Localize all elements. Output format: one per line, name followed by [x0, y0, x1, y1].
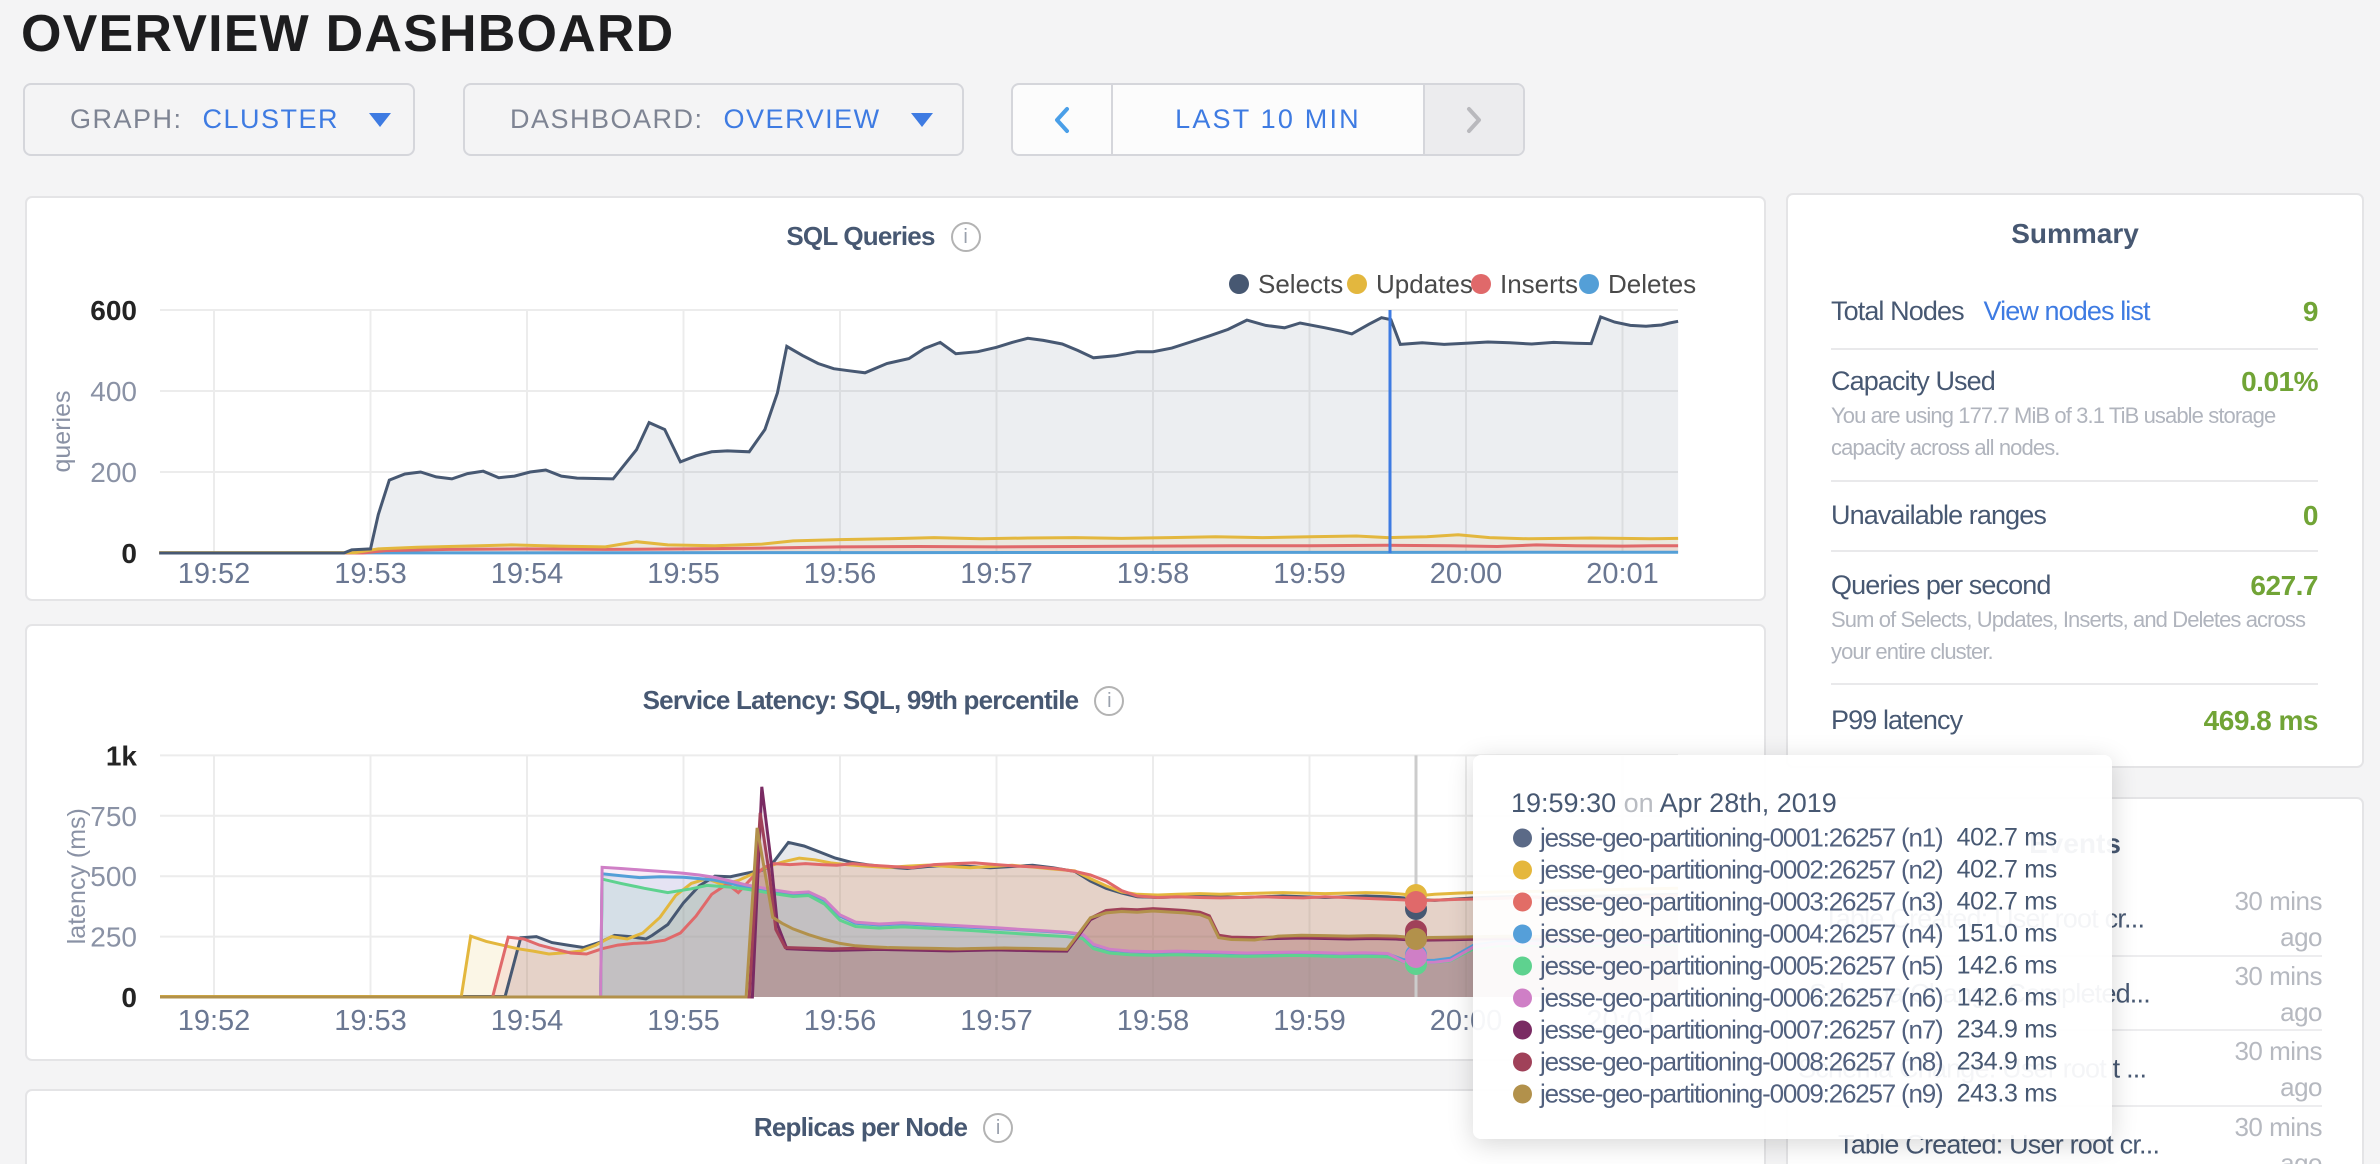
svg-text:19:54: 19:54	[491, 1005, 564, 1037]
svg-text:Inserts: Inserts	[1500, 269, 1578, 299]
svg-text:19:52: 19:52	[178, 558, 251, 590]
svg-text:400: 400	[90, 376, 137, 407]
svg-text:500: 500	[90, 861, 137, 892]
svg-text:19:53: 19:53	[334, 558, 407, 590]
svg-text:queries: queries	[48, 391, 76, 473]
svg-text:20:01: 20:01	[1586, 558, 1659, 590]
svg-text:latency (ms): latency (ms)	[63, 808, 91, 944]
svg-text:19:57: 19:57	[960, 1005, 1033, 1037]
svg-text:19:58: 19:58	[1117, 558, 1190, 590]
svg-text:Selects: Selects	[1258, 269, 1343, 299]
svg-text:20:00: 20:00	[1430, 558, 1503, 590]
svg-text:19:58: 19:58	[1117, 1005, 1190, 1037]
svg-text:19:53: 19:53	[334, 1005, 407, 1037]
svg-text:19:52: 19:52	[178, 1005, 251, 1037]
svg-text:19:55: 19:55	[647, 1005, 720, 1037]
svg-text:Updates: Updates	[1376, 269, 1473, 299]
svg-text:200: 200	[90, 457, 137, 488]
svg-text:0: 0	[121, 538, 137, 569]
svg-text:19:56: 19:56	[804, 1005, 877, 1037]
svg-text:1k: 1k	[106, 740, 138, 771]
svg-text:19:55: 19:55	[647, 558, 720, 590]
svg-text:19:57: 19:57	[960, 558, 1033, 590]
svg-text:600: 600	[90, 295, 137, 326]
svg-text:750: 750	[90, 801, 137, 832]
svg-text:19:59: 19:59	[1273, 1005, 1346, 1037]
svg-text:Deletes: Deletes	[1608, 269, 1696, 299]
svg-text:19:54: 19:54	[491, 558, 564, 590]
svg-text:19:56: 19:56	[804, 558, 877, 590]
svg-text:19:59: 19:59	[1273, 558, 1346, 590]
svg-text:0: 0	[121, 982, 137, 1013]
svg-text:250: 250	[90, 922, 137, 953]
